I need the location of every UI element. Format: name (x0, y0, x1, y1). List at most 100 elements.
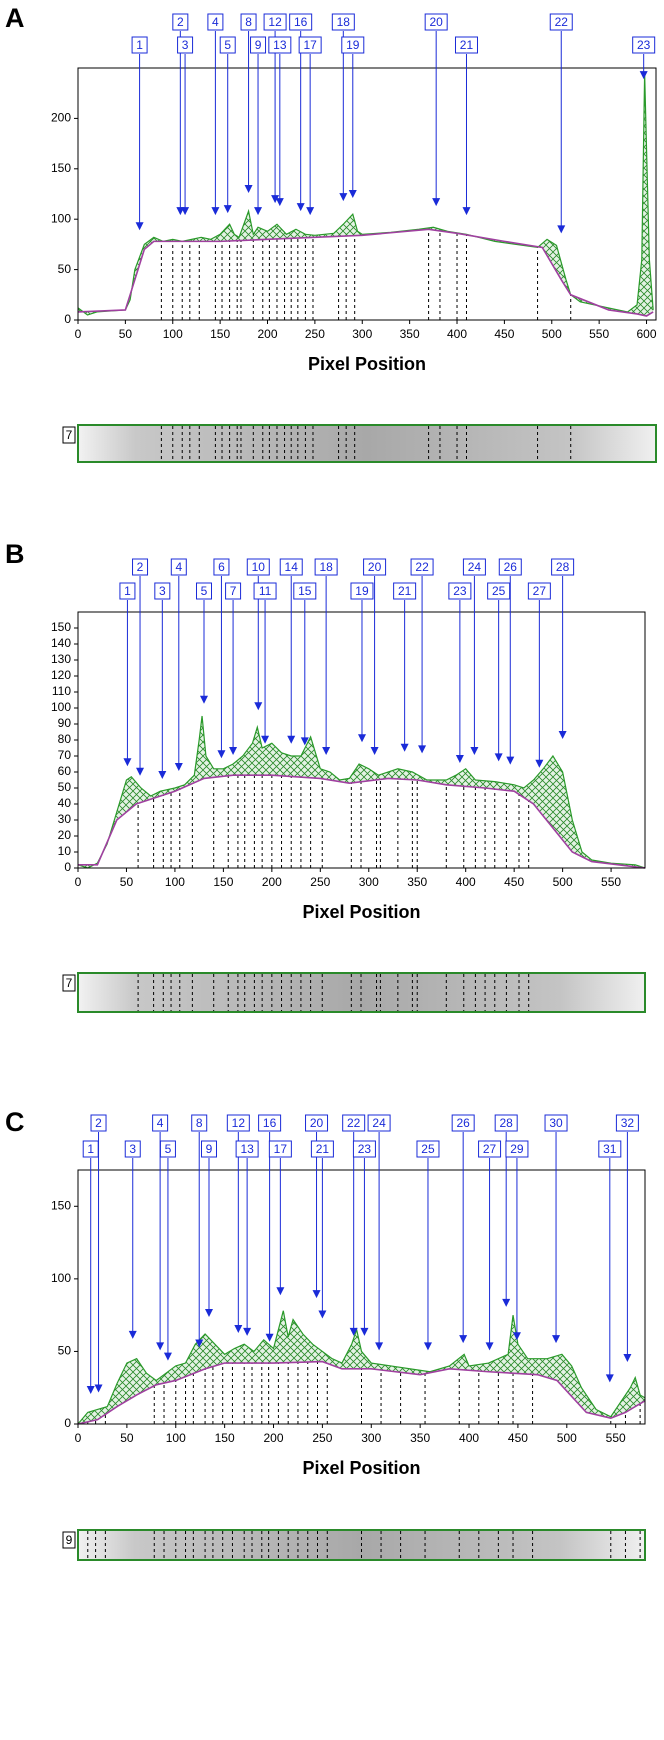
peak-label: 16 (294, 15, 308, 29)
arrow-head (357, 734, 366, 743)
y-tick-label: 40 (58, 796, 72, 810)
peak-label: 26 (504, 560, 518, 574)
peak-label: 23 (358, 1142, 372, 1156)
peak-label: 2 (95, 1116, 102, 1130)
peak-label-box (410, 558, 434, 576)
arrow-head (135, 222, 144, 231)
peak-label-box (305, 1114, 329, 1132)
peak-label-box (527, 582, 551, 600)
arrow-head (234, 1325, 243, 1334)
y-tick-label: 100 (51, 700, 71, 714)
peak-label-box (131, 36, 148, 54)
x-tick-label: 100 (163, 327, 183, 341)
peak-label-box (462, 558, 486, 576)
arrow-head (370, 747, 379, 755)
peak-label: 15 (298, 584, 312, 598)
arrow-head (502, 1298, 511, 1307)
arrow-head (204, 1309, 213, 1318)
peak-label-box (191, 1114, 208, 1132)
x-tick-label: 500 (553, 875, 573, 889)
arrow-head (243, 1327, 252, 1336)
peak-label-box (598, 1140, 622, 1158)
arrow-head (275, 198, 284, 207)
peak-label: 22 (555, 15, 569, 29)
arrow-head (605, 1374, 614, 1383)
peak-label: 2 (177, 15, 184, 29)
peak-label-box (342, 1114, 366, 1132)
y-tick-label: 150 (51, 620, 71, 634)
arrow-head (223, 205, 232, 214)
x-tick-label: 100 (166, 1431, 186, 1445)
x-tick-label: 500 (557, 1431, 577, 1445)
lane-strip (77, 424, 657, 463)
peak-label-box (225, 582, 242, 600)
y-tick-label: 0 (64, 1416, 71, 1430)
peak-label-box (200, 1140, 217, 1158)
x-tick-label: 200 (262, 875, 282, 889)
x-tick-label: 200 (264, 1431, 284, 1445)
peak-label-box (341, 36, 365, 54)
peak-label-box (393, 582, 417, 600)
peak-label: 20 (429, 15, 443, 29)
x-tick-label: 450 (508, 1431, 528, 1445)
peak-label: 1 (136, 38, 143, 52)
arrow-head (459, 1335, 468, 1344)
x-tick-label: 250 (312, 1431, 332, 1445)
lane-number-box (62, 1531, 76, 1549)
y-tick-label: 50 (58, 262, 72, 276)
x-tick-label: 250 (310, 875, 330, 889)
x-tick-label: 350 (410, 1431, 430, 1445)
peak-label: 4 (157, 1116, 164, 1130)
peak-label-box (172, 13, 189, 31)
arrow-head (470, 747, 479, 755)
peak-label: 20 (368, 560, 382, 574)
x-tick-label: 300 (359, 875, 379, 889)
peak-label-box (367, 1114, 391, 1132)
baseline (78, 774, 646, 869)
peak-label-box (159, 1140, 176, 1158)
peak-label: 5 (201, 584, 208, 598)
y-tick-label: 100 (51, 211, 71, 225)
peak-label-box (494, 1114, 518, 1132)
peak-label-box (177, 36, 194, 54)
plot-frame (77, 1169, 646, 1425)
y-tick-label: 60 (58, 764, 72, 778)
arrow-head (156, 1342, 165, 1351)
peak-label: 30 (549, 1116, 563, 1130)
peak-label-box (448, 582, 472, 600)
y-tick-label: 200 (51, 111, 71, 125)
peak-label: 28 (500, 1116, 514, 1130)
x-axis-title: Pixel Position (302, 1458, 420, 1478)
arrow-head (558, 731, 567, 739)
y-tick-label: 50 (58, 1344, 72, 1358)
peak-area (78, 73, 654, 316)
peak-label: 1 (87, 1142, 94, 1156)
peak-label-box (352, 1140, 376, 1158)
peak-label-box (90, 1114, 107, 1132)
peak-label-box (314, 558, 338, 576)
peak-label: 17 (303, 38, 317, 52)
peak-label: 4 (175, 560, 182, 574)
x-tick-label: 300 (361, 1431, 381, 1445)
arrow-head (200, 695, 208, 704)
peak-label-box (219, 36, 236, 54)
peak-label-box (416, 1140, 440, 1158)
peak-label-box (424, 13, 448, 31)
x-axis-title: Pixel Position (302, 902, 420, 922)
arrow-head (254, 207, 263, 216)
arrow-head (318, 1310, 327, 1319)
arrow-head (271, 195, 280, 204)
x-tick-label: 200 (257, 327, 277, 341)
x-tick-label: 250 (305, 327, 325, 341)
peak-label: 25 (492, 584, 506, 598)
peak-label: 27 (533, 584, 547, 598)
peak-label-box (279, 558, 303, 576)
arrow-head (300, 737, 309, 746)
peak-label-box (331, 13, 355, 31)
peak-label-box (196, 582, 212, 600)
peak-label: 20 (310, 1116, 324, 1130)
x-tick-label: 0 (75, 875, 82, 889)
peak-label: 12 (268, 15, 282, 29)
peak-label: 25 (421, 1142, 435, 1156)
